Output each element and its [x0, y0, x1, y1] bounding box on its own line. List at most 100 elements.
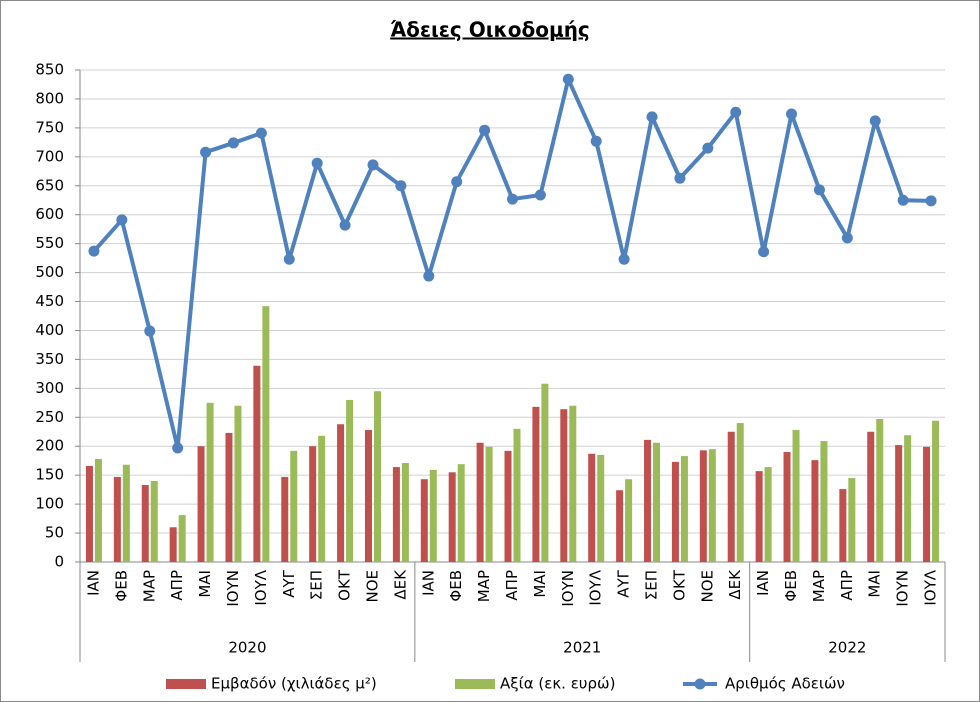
line-marker	[897, 194, 909, 206]
line-marker	[172, 442, 184, 454]
legend-label: Αξία (εκ. ευρώ)	[500, 675, 615, 693]
line-marker	[702, 142, 714, 154]
y-tick-label: 300	[35, 379, 64, 397]
bar	[736, 423, 744, 562]
group-label: 2021	[563, 639, 601, 657]
legend-swatch	[166, 679, 206, 689]
x-tick-label: ΑΠΡ	[168, 570, 186, 601]
line-marker	[144, 325, 156, 337]
line-marker	[339, 219, 351, 231]
x-tick-label: ΑΠΡ	[838, 570, 856, 601]
bar	[392, 467, 400, 562]
bar	[364, 430, 372, 562]
line-marker	[590, 135, 602, 147]
bar	[281, 476, 289, 562]
bar	[169, 527, 177, 562]
bar	[225, 432, 233, 562]
bar	[141, 485, 149, 562]
x-tick-label: ΙΟΥΛ	[252, 569, 270, 605]
x-tick-label: ΙΑΝ	[419, 570, 437, 596]
x-tick-label: ΑΥΓ	[280, 569, 298, 597]
bar	[680, 456, 688, 562]
bar	[150, 480, 158, 562]
bar	[569, 405, 577, 562]
x-tick-label: ΙΟΥΛ	[587, 569, 605, 605]
bar	[727, 431, 735, 562]
y-tick-label: 250	[35, 408, 64, 426]
legend-swatch	[455, 679, 495, 689]
x-tick-label: ΦΕΒ	[112, 570, 130, 602]
line-marker	[116, 214, 128, 226]
bar	[820, 441, 828, 562]
bar	[448, 472, 456, 562]
bar	[178, 515, 186, 562]
bar	[653, 442, 661, 562]
line-marker	[255, 127, 267, 139]
y-tick-label: 700	[35, 147, 64, 165]
bar	[560, 409, 568, 562]
x-tick-label: ΙΑΝ	[754, 570, 772, 596]
x-tick-label: ΜΑΡ	[140, 570, 158, 602]
y-tick-label: 400	[35, 321, 64, 339]
bar	[420, 479, 428, 562]
bar	[699, 450, 707, 562]
bar	[197, 446, 205, 562]
chart-title: Άδειες Οικοδομής	[390, 18, 590, 42]
line-marker	[367, 159, 379, 171]
bar	[755, 471, 763, 562]
bar	[764, 467, 772, 562]
line-marker	[562, 73, 574, 85]
bar	[290, 450, 298, 562]
bar	[262, 306, 270, 562]
y-tick-label: 800	[35, 89, 64, 107]
y-tick-label: 850	[35, 61, 64, 79]
y-tick-label: 350	[35, 350, 64, 368]
line-marker	[841, 232, 853, 244]
bar	[904, 435, 912, 562]
line-marker	[200, 146, 212, 158]
x-tick-label: ΙΟΥΝ	[894, 570, 912, 607]
bar	[923, 446, 931, 562]
x-tick-label: ΣΕΠ	[643, 570, 661, 600]
bar	[876, 419, 884, 562]
line-marker	[758, 246, 770, 258]
bar	[429, 469, 437, 562]
x-tick-label: ΝΟΕ	[698, 570, 716, 603]
legend-label: Αριθμός Αδειών	[725, 675, 845, 693]
bar	[848, 478, 856, 562]
line-marker	[283, 253, 295, 265]
y-tick-label: 550	[35, 234, 64, 252]
bar	[625, 479, 633, 562]
line-marker	[869, 115, 881, 127]
bar	[206, 402, 214, 562]
line-marker	[227, 137, 239, 149]
line-marker	[674, 172, 686, 184]
line-marker	[646, 111, 658, 123]
bar	[513, 428, 521, 562]
x-tick-label: ΝΟΕ	[363, 570, 381, 603]
x-tick-label: ΙΟΥΝ	[559, 570, 577, 607]
line-marker	[618, 253, 630, 265]
y-tick-label: 0	[54, 553, 64, 571]
bar	[234, 405, 242, 562]
y-tick-label: 150	[35, 466, 64, 484]
line-marker	[730, 106, 742, 118]
bar	[485, 446, 493, 562]
bar	[532, 406, 540, 562]
x-tick-label: ΟΚΤ	[336, 569, 354, 601]
bar	[253, 365, 261, 562]
x-tick-label: ΣΕΠ	[308, 570, 326, 600]
bar	[337, 424, 345, 562]
legend-label: Εμβαδόν (χιλιάδες μ²)	[211, 675, 377, 693]
bar	[113, 476, 121, 562]
bar	[476, 442, 484, 562]
group-label: 2020	[228, 639, 266, 657]
y-tick-label: 200	[35, 437, 64, 455]
bar	[588, 453, 596, 562]
y-tick-label: 450	[35, 292, 64, 310]
line-marker	[813, 184, 825, 196]
y-tick-label: 50	[45, 524, 64, 542]
x-tick-label: ΜΑΡ	[475, 570, 493, 602]
line-marker	[479, 124, 491, 136]
